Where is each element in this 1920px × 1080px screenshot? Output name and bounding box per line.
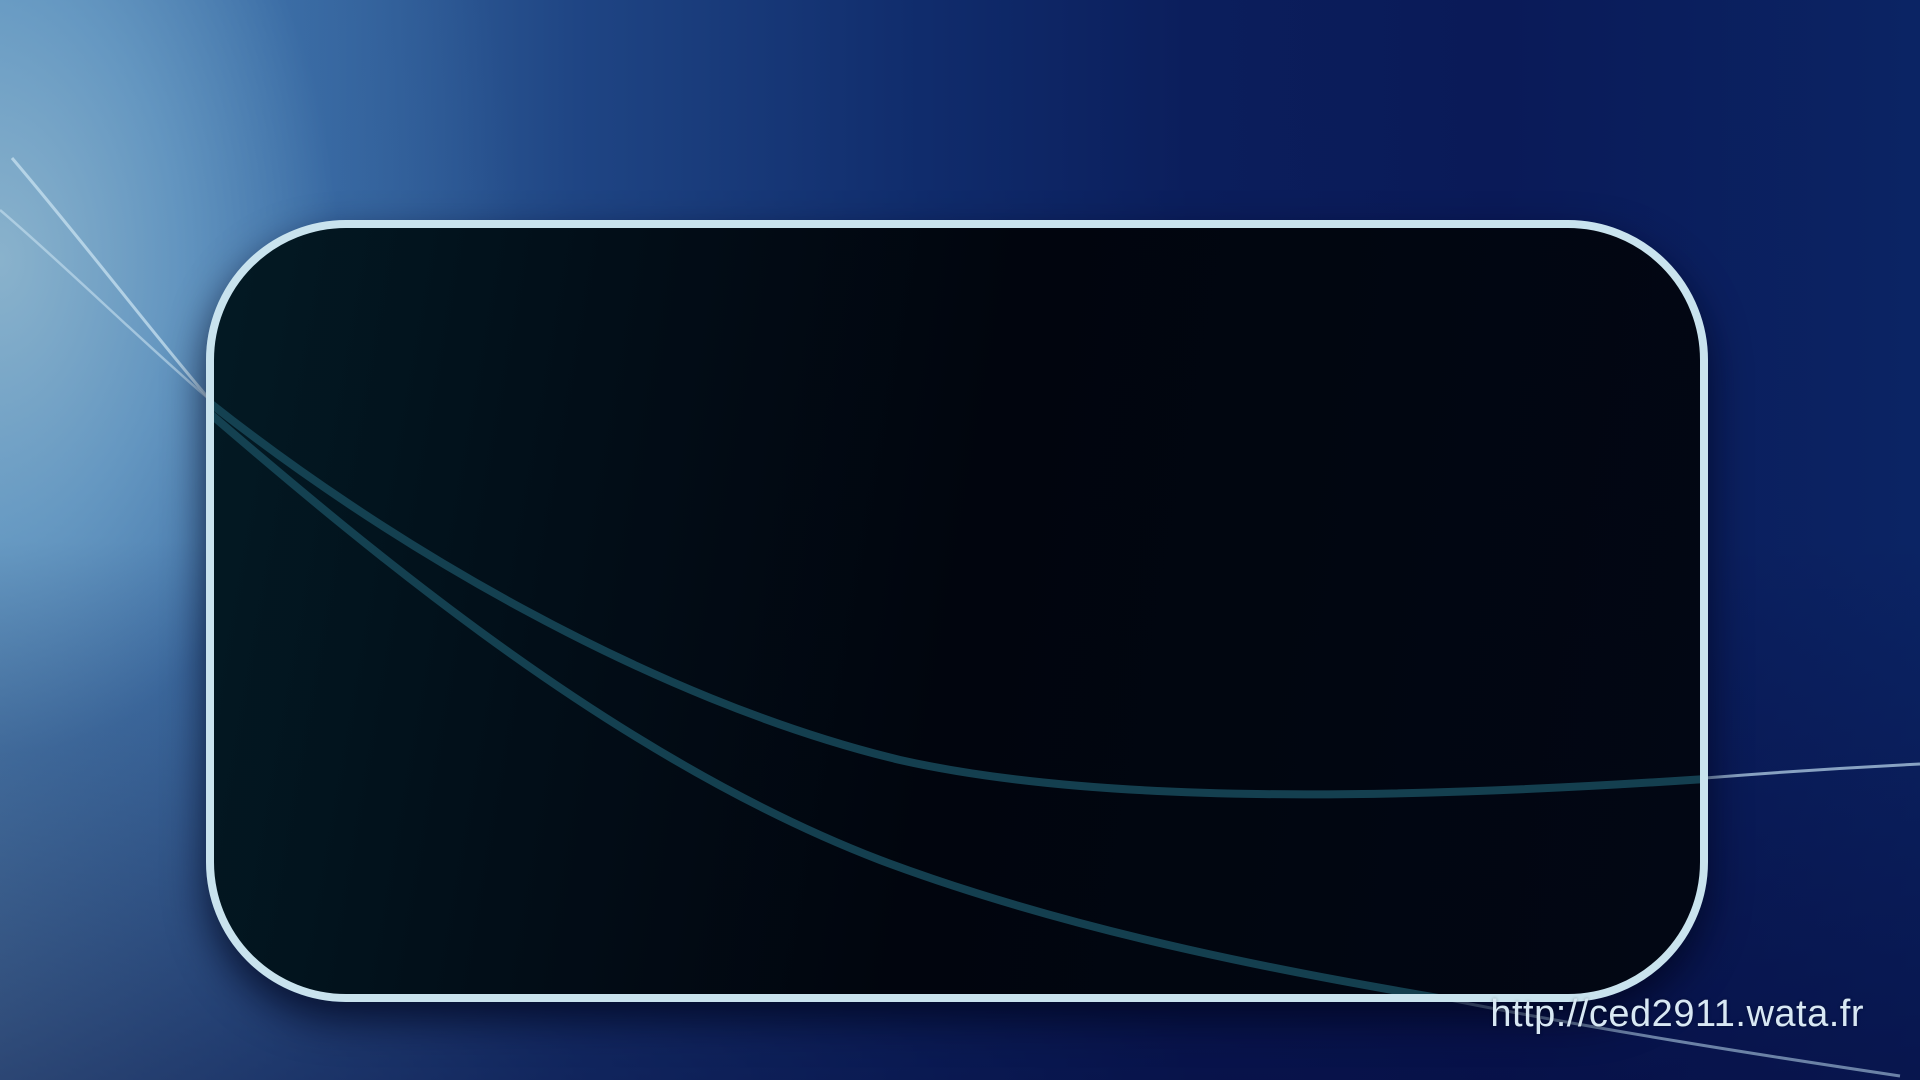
curve-upper: [214, 401, 1700, 799]
content-panel: [206, 220, 1708, 1002]
watermark-url: http://ced2911.wata.fr: [1490, 993, 1864, 1035]
panel-curves: [214, 401, 1700, 994]
curve-lower: [214, 411, 1439, 994]
